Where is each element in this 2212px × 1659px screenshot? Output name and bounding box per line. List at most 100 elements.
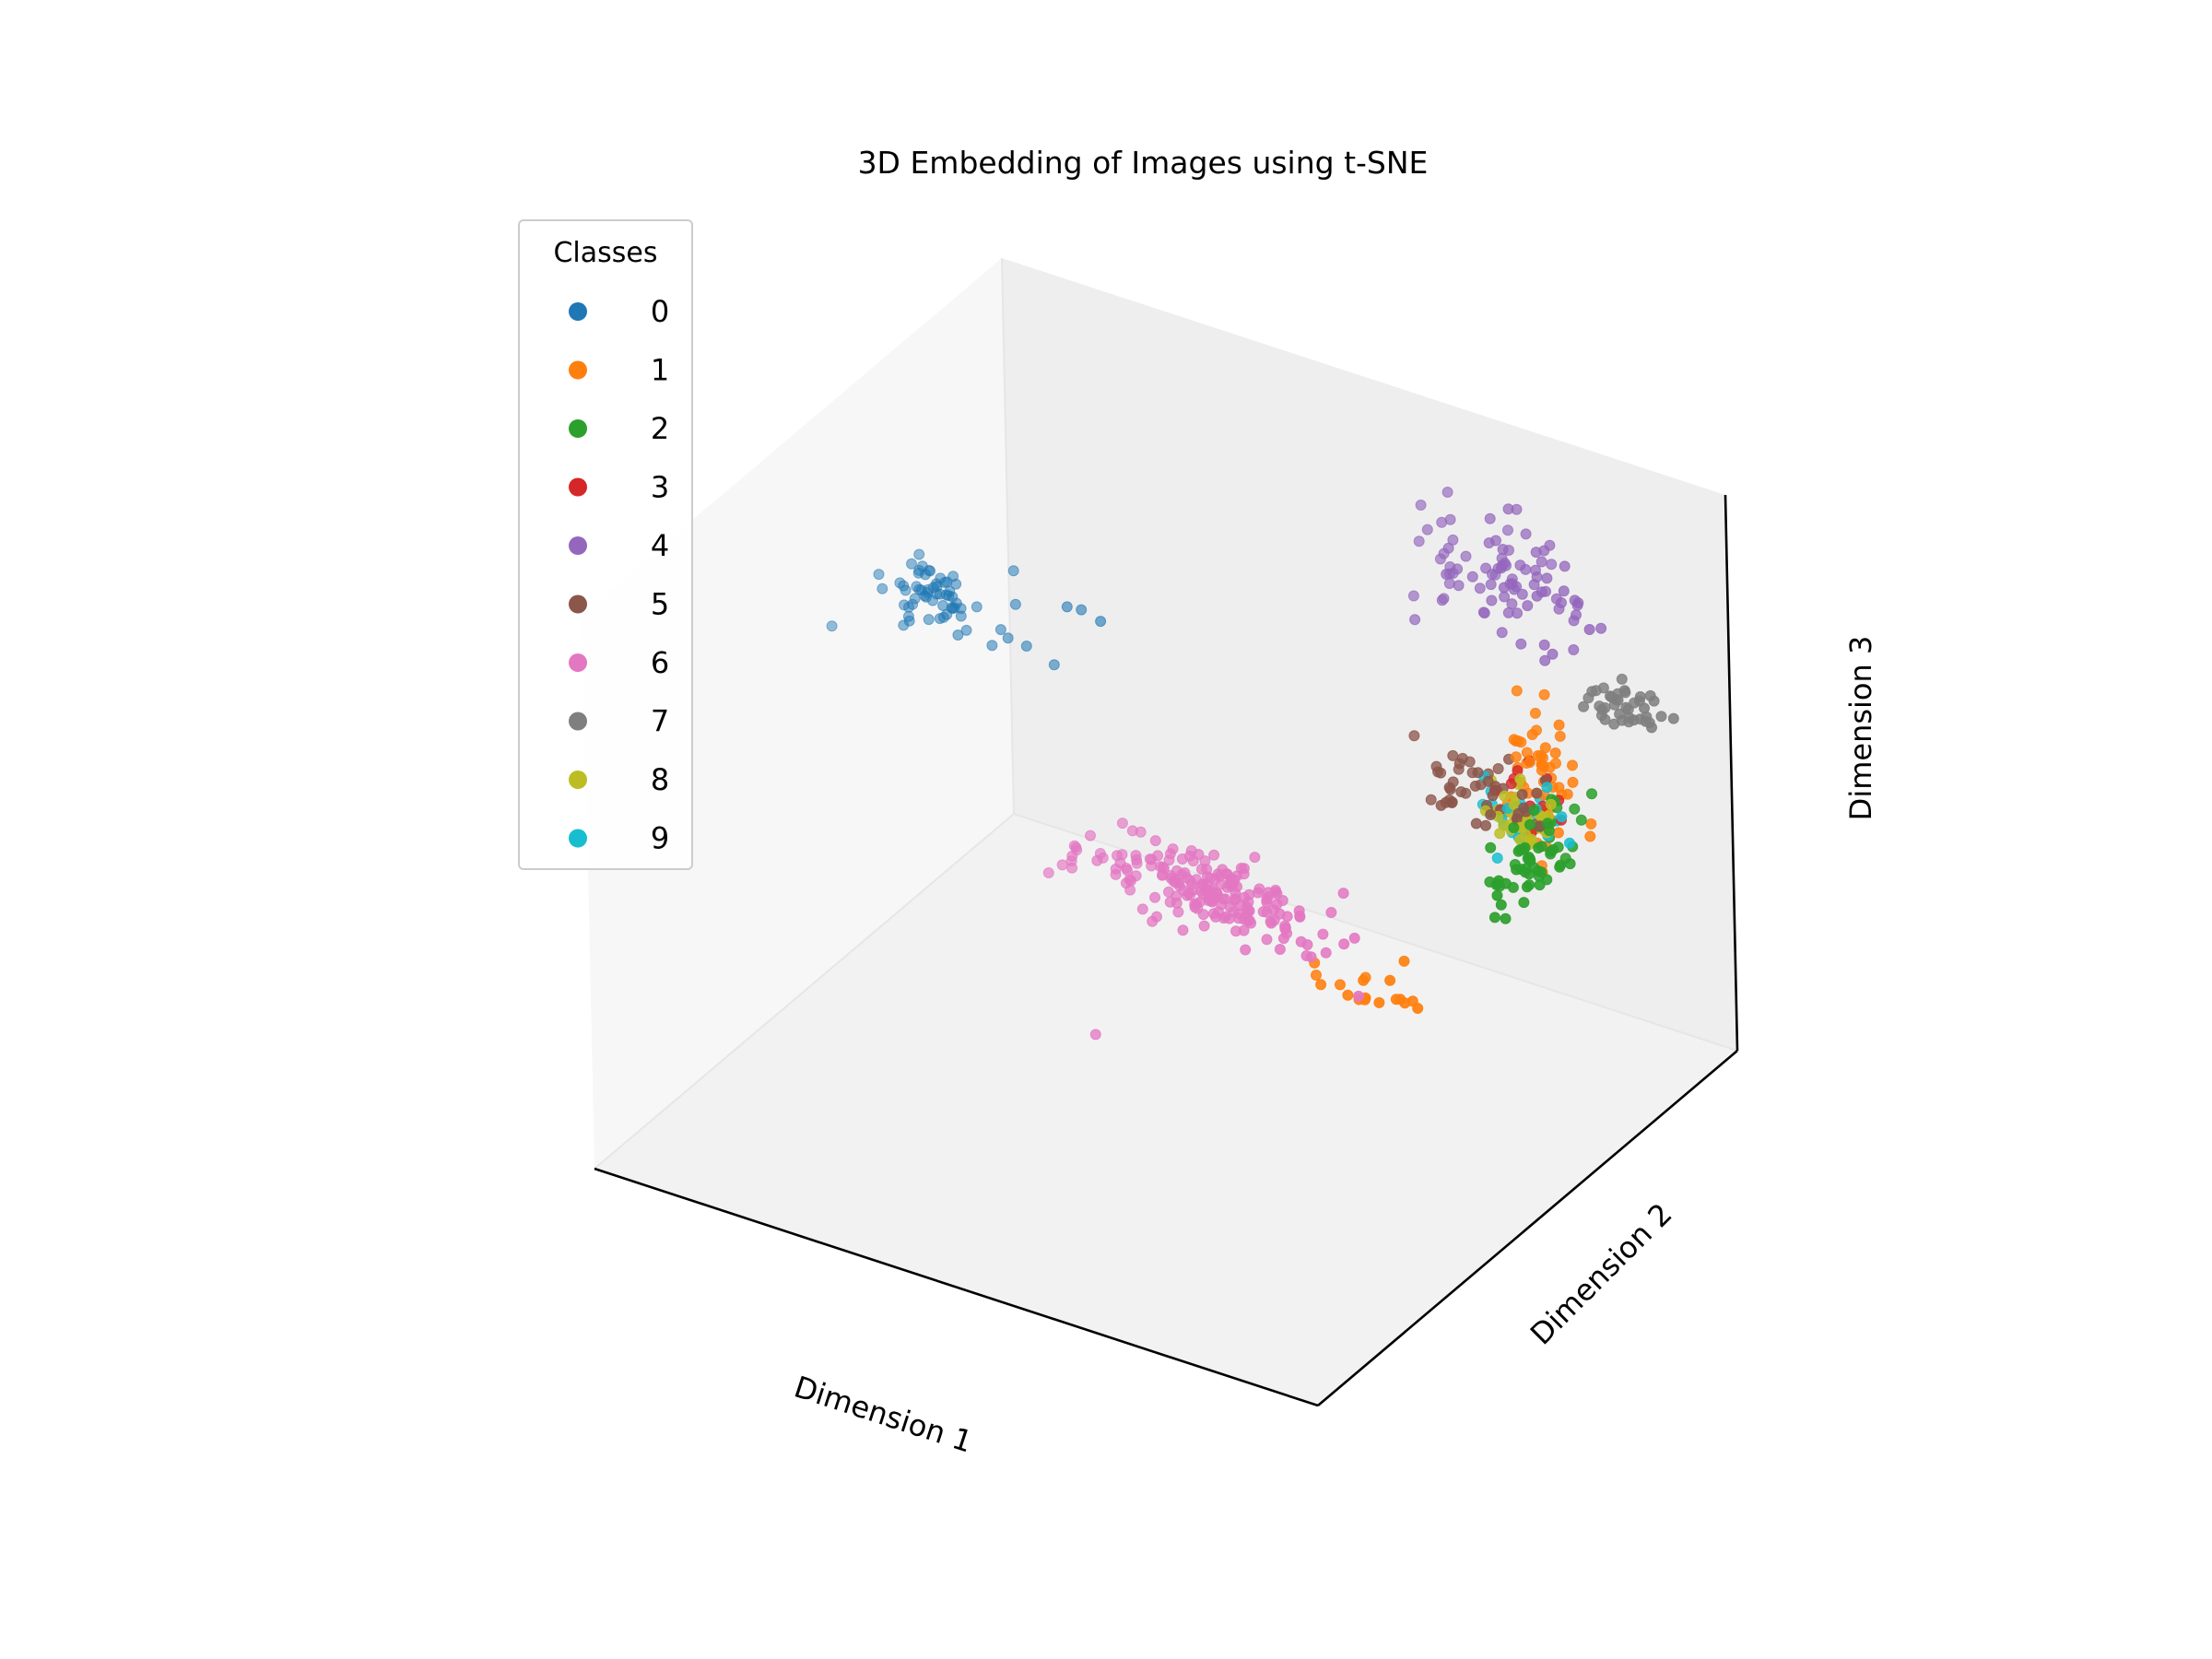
point-class-2 [1518, 897, 1530, 909]
point-class-1 [1510, 751, 1522, 763]
point-class-0 [913, 548, 925, 560]
axis-edges [594, 494, 1739, 1407]
point-class-3 [1505, 778, 1517, 790]
legend-label-1: 1 [651, 353, 669, 388]
point-class-4 [1515, 638, 1527, 650]
point-class-0 [950, 578, 962, 590]
point-class-7 [1667, 712, 1679, 724]
point-class-0 [948, 602, 960, 614]
point-class-4 [1421, 524, 1433, 535]
point-class-2 [1508, 822, 1520, 833]
point-class-2 [1491, 889, 1503, 901]
point-class-2 [1554, 861, 1566, 873]
legend-marker-6 [569, 653, 587, 672]
legend-marker-7 [569, 712, 587, 731]
point-class-6 [1271, 899, 1283, 911]
point-class-4 [1474, 582, 1486, 594]
point-class-1 [1508, 734, 1520, 746]
point-class-6 [1110, 868, 1122, 880]
point-class-4 [1528, 579, 1540, 591]
legend-marker-1 [569, 360, 587, 380]
point-class-7 [1599, 713, 1611, 725]
point-class-6 [1252, 887, 1264, 899]
point-class-4 [1558, 585, 1570, 597]
point-class-6 [1155, 861, 1166, 873]
legend-marker-0 [569, 302, 587, 321]
legend: Classes 0 1 2 3 4 5 6 7 8 9 [518, 219, 693, 870]
point-class-4 [1443, 578, 1455, 589]
point-class-6 [1149, 835, 1161, 847]
point-class-4 [1441, 487, 1453, 498]
point-class-6 [1066, 850, 1078, 862]
legend-entries: 0 1 2 3 4 5 6 7 8 9 [569, 294, 669, 856]
point-class-8 [1514, 773, 1526, 785]
point-class-4 [1539, 654, 1551, 666]
point-class-7 [1620, 701, 1632, 713]
point-class-7 [1616, 673, 1628, 685]
point-class-4 [1546, 559, 1558, 571]
point-class-2 [1520, 866, 1531, 878]
point-class-6 [1348, 932, 1360, 944]
point-class-6 [1261, 896, 1273, 908]
point-class-4 [1595, 622, 1607, 634]
point-class-6 [1177, 924, 1189, 936]
point-class-4 [1453, 580, 1465, 592]
point-class-5 [1425, 794, 1437, 806]
point-class-6 [1114, 857, 1126, 869]
point-class-0 [923, 614, 935, 626]
point-class-6 [1198, 920, 1210, 932]
point-class-6 [1204, 888, 1216, 900]
point-class-5 [1531, 787, 1543, 799]
legend-label-0: 0 [651, 294, 669, 329]
point-class-0 [900, 584, 912, 596]
point-class-5 [1408, 730, 1420, 742]
point-class-2 [1495, 899, 1507, 911]
point-class-8 [1545, 798, 1557, 810]
scatter-points [826, 487, 1679, 1041]
point-class-6 [1085, 830, 1096, 841]
point-class-5 [1516, 789, 1528, 800]
point-class-7 [1606, 691, 1618, 703]
point-class-0 [903, 615, 915, 627]
point-class-4 [1466, 571, 1478, 582]
point-class-6 [1249, 852, 1261, 864]
point-class-1 [1526, 729, 1538, 740]
point-class-1 [1532, 750, 1544, 761]
point-class-2 [1524, 818, 1535, 830]
point-class-0 [873, 569, 885, 581]
point-class-4 [1485, 579, 1497, 591]
legend-label-2: 2 [651, 411, 669, 446]
point-class-6 [1337, 888, 1349, 900]
point-class-0 [986, 640, 998, 652]
point-class-0 [1076, 604, 1088, 616]
point-class-1 [1521, 747, 1533, 759]
point-class-1 [1538, 688, 1550, 700]
floor-pane [594, 814, 1737, 1406]
point-class-4 [1520, 528, 1532, 540]
point-class-4 [1540, 585, 1551, 597]
point-class-2 [1542, 818, 1554, 830]
point-class-6 [1066, 862, 1078, 874]
point-class-6 [1176, 853, 1188, 865]
point-class-6 [1171, 897, 1182, 909]
point-class-4 [1442, 542, 1454, 554]
point-class-4 [1409, 614, 1421, 626]
point-class-6 [1338, 938, 1350, 950]
point-class-6 [1193, 849, 1205, 860]
point-class-6 [1274, 908, 1286, 920]
point-class-4 [1477, 606, 1489, 618]
x-axis-line [594, 1167, 1319, 1407]
point-class-6 [1325, 907, 1337, 918]
point-class-6 [1152, 850, 1164, 862]
point-class-4 [1531, 590, 1543, 602]
point-class-0 [971, 601, 982, 613]
point-class-0 [941, 608, 953, 620]
point-class-6 [1210, 911, 1221, 923]
point-class-0 [909, 593, 921, 605]
z-axis-label: Dimension 3 [1843, 636, 1878, 821]
point-class-6 [1089, 1029, 1101, 1041]
point-class-0 [898, 580, 910, 592]
point-class-2 [1586, 788, 1597, 800]
point-class-6 [1238, 868, 1250, 880]
